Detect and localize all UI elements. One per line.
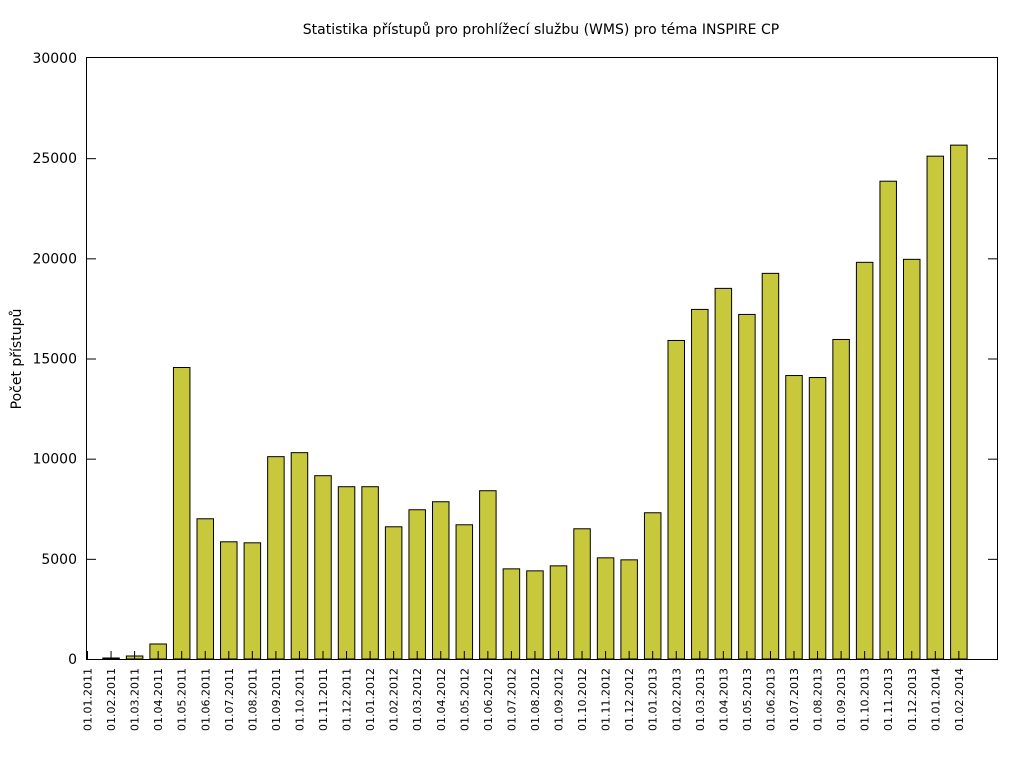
y-tick-label: 5000 xyxy=(41,552,77,568)
y-tick-label: 30000 xyxy=(32,51,77,67)
x-tick-label: 01.11.2011 xyxy=(317,668,330,731)
x-tick-label: 01.08.2013 xyxy=(812,668,825,731)
bar-01.06.2011 xyxy=(196,518,214,660)
bar-01.04.2013 xyxy=(714,287,733,660)
plot-frame xyxy=(86,57,998,660)
y-tick-label: 25000 xyxy=(32,151,77,167)
bar-01.08.2012 xyxy=(526,570,544,660)
x-tick-label: 01.12.2013 xyxy=(906,668,919,731)
x-tick-label: 01.05.2012 xyxy=(458,668,471,731)
x-tick-label: 01.10.2012 xyxy=(576,668,589,731)
bar-01.03.2013 xyxy=(691,308,709,660)
bar-01.10.2013 xyxy=(855,261,874,660)
bar-01.09.2011 xyxy=(267,456,285,660)
x-tick-label: 01.09.2013 xyxy=(835,668,848,731)
bar-01.01.2014 xyxy=(926,155,945,660)
bar-01.10.2012 xyxy=(573,528,591,660)
x-tick-label: 01.06.2013 xyxy=(764,668,777,731)
bar-01.05.2011 xyxy=(172,367,191,660)
bar-01.02.2013 xyxy=(667,339,685,660)
bar-01.04.2012 xyxy=(432,501,450,660)
y-ticks-group: 0 5000 10000 15000 20000 25000 30000 xyxy=(32,51,997,668)
x-tick-label: 01.01.2014 xyxy=(929,668,942,731)
bar-01.09.2013 xyxy=(832,338,850,660)
y-tick-label: 0 xyxy=(68,652,77,668)
bar-01.06.2012 xyxy=(479,490,497,660)
y-tick-label: 20000 xyxy=(32,251,77,267)
chart-title: Statistika přístupů pro prohlížecí služb… xyxy=(303,22,779,38)
bars-group xyxy=(102,144,968,660)
y-tick-label: 10000 xyxy=(32,452,77,468)
bar-01.08.2011 xyxy=(243,542,262,660)
bar-01.11.2012 xyxy=(596,557,615,660)
bar-01.12.2011 xyxy=(337,486,356,660)
x-tick-label: 01.01.2011 xyxy=(82,668,95,731)
bar-01.12.2012 xyxy=(620,559,638,660)
bar-01.02.2012 xyxy=(384,526,403,660)
x-ticks-group: 01.01.2011 01.02.2011 01.03.2011 01.04.2011… xyxy=(82,651,966,731)
x-tick-label: 01.07.2013 xyxy=(788,668,801,731)
bar-01.07.2013 xyxy=(785,375,803,660)
x-tick-label: 01.04.2011 xyxy=(152,668,165,731)
x-tick-label: 01.08.2011 xyxy=(246,668,259,731)
x-tick-label: 01.05.2011 xyxy=(176,668,189,731)
bar-01.10.2011 xyxy=(290,452,309,660)
x-tick-label: 01.12.2012 xyxy=(623,668,636,731)
x-tick-label: 01.03.2013 xyxy=(694,668,707,731)
x-tick-label: 01.10.2011 xyxy=(293,668,306,731)
x-tick-label: 01.02.2011 xyxy=(105,668,118,731)
x-tick-label: 01.01.2012 xyxy=(364,668,377,731)
bar-01.12.2013 xyxy=(903,258,921,660)
bar-01.11.2013 xyxy=(879,180,897,660)
bar-01.02.2014 xyxy=(950,144,968,660)
bar-01.05.2013 xyxy=(738,313,756,660)
y-tick-label: 15000 xyxy=(32,352,77,368)
x-tick-label: 01.09.2012 xyxy=(553,668,566,731)
x-tick-label: 01.12.2011 xyxy=(341,668,354,731)
x-tick-label: 01.10.2013 xyxy=(859,668,872,731)
bar-01.05.2012 xyxy=(455,524,474,660)
x-tick-label: 01.11.2013 xyxy=(882,668,895,731)
bar-01.09.2012 xyxy=(549,565,568,660)
x-tick-label: 01.06.2011 xyxy=(199,668,212,731)
x-tick-label: 01.04.2013 xyxy=(717,668,730,731)
x-tick-label: 01.03.2012 xyxy=(411,668,424,731)
x-tick-label: 01.02.2013 xyxy=(670,668,683,731)
x-tick-label: 01.06.2012 xyxy=(482,668,495,731)
x-tick-label: 01.07.2011 xyxy=(223,668,236,731)
y-axis-label: Počet přístupů xyxy=(9,309,25,410)
bar-01.01.2013 xyxy=(643,512,662,660)
x-tick-label: 01.09.2011 xyxy=(270,668,283,731)
x-tick-label: 01.02.2014 xyxy=(953,668,966,731)
bar-01.07.2012 xyxy=(502,568,521,660)
x-tick-label: 01.03.2011 xyxy=(129,668,142,731)
x-tick-label: 01.05.2013 xyxy=(741,668,754,731)
x-tick-label: 01.02.2012 xyxy=(388,668,401,731)
x-tick-label: 01.11.2012 xyxy=(600,668,613,731)
x-tick-label: 01.04.2012 xyxy=(435,668,448,731)
bar-01.06.2013 xyxy=(761,272,780,660)
bar-01.11.2011 xyxy=(314,475,332,660)
x-tick-label: 01.01.2013 xyxy=(647,668,660,731)
bar-01.01.2012 xyxy=(361,486,379,660)
bar-01.08.2013 xyxy=(808,377,827,660)
x-tick-label: 01.07.2012 xyxy=(505,668,518,731)
bar-01.07.2011 xyxy=(220,541,238,660)
bar-01.03.2012 xyxy=(408,509,426,660)
x-tick-label: 01.08.2012 xyxy=(529,668,542,731)
